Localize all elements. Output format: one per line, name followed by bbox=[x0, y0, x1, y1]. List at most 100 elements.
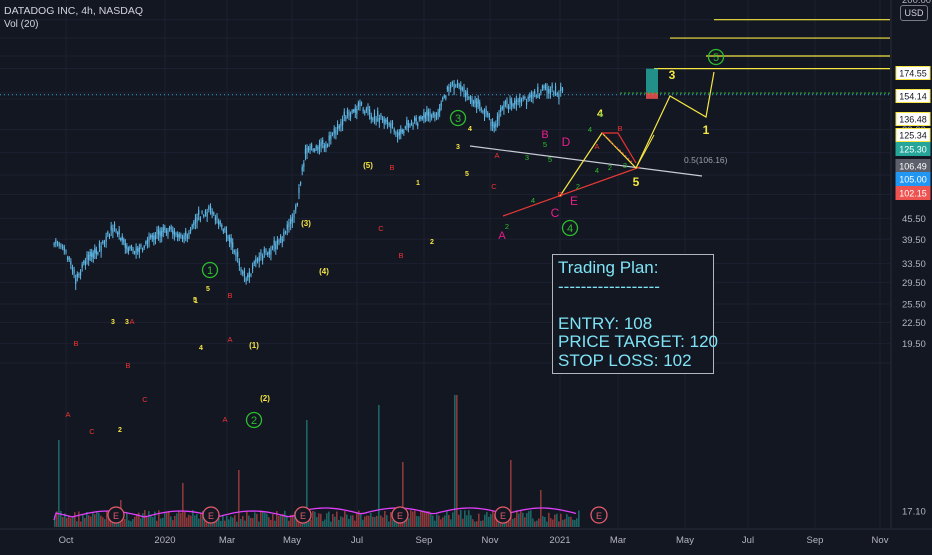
symbol-title[interactable]: DATADOG INC, 4h, NASDAQ bbox=[4, 5, 144, 17]
volume-bar bbox=[464, 510, 466, 527]
wave-label-green: 4 bbox=[595, 166, 599, 175]
candle-body bbox=[333, 128, 335, 134]
volume-bar bbox=[426, 511, 428, 527]
wave-label-yellow: 1 bbox=[194, 298, 198, 305]
candle-body bbox=[412, 124, 414, 127]
volume-bar bbox=[172, 520, 174, 527]
candle-body bbox=[117, 232, 119, 235]
wave-label-green: 2 bbox=[505, 222, 509, 231]
candle-body bbox=[466, 90, 468, 96]
volume-bar bbox=[164, 512, 166, 527]
volume-bar bbox=[554, 514, 556, 527]
earnings-marker bbox=[590, 506, 608, 524]
volume-bar bbox=[256, 513, 258, 527]
volume-bar bbox=[454, 395, 456, 527]
candle-body bbox=[60, 244, 62, 247]
volume-bar bbox=[274, 520, 276, 527]
primary-wave-circle bbox=[707, 48, 725, 66]
volume-bar bbox=[294, 511, 296, 527]
volume-bar bbox=[284, 510, 286, 527]
candle-body bbox=[544, 84, 547, 88]
candle-body bbox=[315, 146, 317, 149]
wave-label-red: A bbox=[594, 142, 599, 151]
candle-body bbox=[299, 182, 302, 185]
volume-bar bbox=[566, 514, 568, 527]
volume-bar bbox=[66, 517, 68, 527]
volume-bar bbox=[360, 514, 362, 527]
volume-bar bbox=[476, 521, 478, 527]
candle-body bbox=[247, 274, 249, 278]
volume-bar bbox=[104, 519, 106, 527]
candle-body bbox=[546, 87, 548, 93]
candle-body bbox=[424, 114, 426, 119]
volume-bar bbox=[534, 521, 536, 527]
volume-bar bbox=[60, 510, 62, 527]
candle-body bbox=[496, 116, 499, 122]
volume-bar bbox=[416, 515, 418, 527]
candle-body bbox=[503, 104, 505, 110]
volume-bar bbox=[520, 510, 522, 527]
volume-bar bbox=[380, 515, 382, 527]
candle-body bbox=[519, 97, 521, 103]
price-tick-label: 39.50 bbox=[902, 235, 926, 246]
candle-body bbox=[455, 84, 457, 87]
volume-bar bbox=[306, 420, 308, 527]
candle-body bbox=[253, 261, 255, 264]
candle-body bbox=[98, 243, 101, 248]
volume-bar bbox=[374, 517, 376, 527]
candle-body bbox=[83, 261, 85, 264]
wave-label-red: B bbox=[617, 124, 622, 133]
candle-body bbox=[534, 90, 536, 94]
earnings-marker-label: E bbox=[208, 511, 214, 521]
volume-bar bbox=[148, 511, 150, 527]
plan-spacer bbox=[558, 296, 713, 315]
volume-bar bbox=[544, 516, 546, 527]
candle-body bbox=[196, 217, 198, 223]
volume-bar bbox=[128, 520, 130, 527]
candle-body bbox=[369, 109, 371, 115]
candle-body bbox=[68, 257, 70, 260]
candle-body bbox=[506, 100, 508, 105]
wave-label-green: 1 bbox=[599, 110, 603, 119]
candle-body bbox=[448, 86, 450, 91]
candle-body bbox=[367, 106, 369, 111]
volume-bar bbox=[378, 405, 380, 527]
price-tick-label: 33.50 bbox=[902, 259, 926, 270]
volume-bar bbox=[158, 510, 160, 527]
candle-body bbox=[97, 252, 99, 254]
candle-body bbox=[439, 107, 441, 112]
candle-body bbox=[164, 226, 166, 230]
wave-label-red: B bbox=[73, 339, 78, 348]
candle-body bbox=[58, 243, 60, 246]
candle-body bbox=[161, 230, 163, 237]
time-tick-label: 2020 bbox=[154, 535, 175, 546]
grid bbox=[0, 0, 890, 528]
wave-label-green: 3 bbox=[525, 153, 529, 162]
volume-bar bbox=[180, 512, 182, 527]
price-badge bbox=[895, 112, 931, 126]
candle-body bbox=[495, 123, 497, 127]
candle-body bbox=[549, 89, 552, 94]
candle-body bbox=[442, 97, 444, 100]
volume-bar bbox=[482, 520, 484, 527]
candle-body bbox=[143, 246, 145, 248]
candle-body bbox=[53, 243, 55, 246]
currency-button[interactable]: USD bbox=[900, 5, 928, 21]
volume-indicator-label[interactable]: Vol (20) bbox=[4, 19, 39, 30]
candle-body bbox=[456, 81, 459, 85]
volume-bar bbox=[564, 519, 566, 527]
candle-body bbox=[137, 248, 139, 252]
candle-body bbox=[263, 249, 265, 254]
candle-body bbox=[214, 217, 216, 221]
volume-bar bbox=[240, 519, 242, 527]
candle-body bbox=[472, 101, 475, 105]
wave-label-red: A bbox=[65, 410, 70, 419]
candle-body bbox=[453, 83, 455, 90]
wave-label-magenta: D bbox=[562, 135, 571, 149]
candle-body bbox=[129, 246, 131, 249]
candle-body bbox=[314, 149, 316, 151]
candle-body bbox=[102, 241, 104, 243]
candle-body bbox=[360, 102, 363, 105]
